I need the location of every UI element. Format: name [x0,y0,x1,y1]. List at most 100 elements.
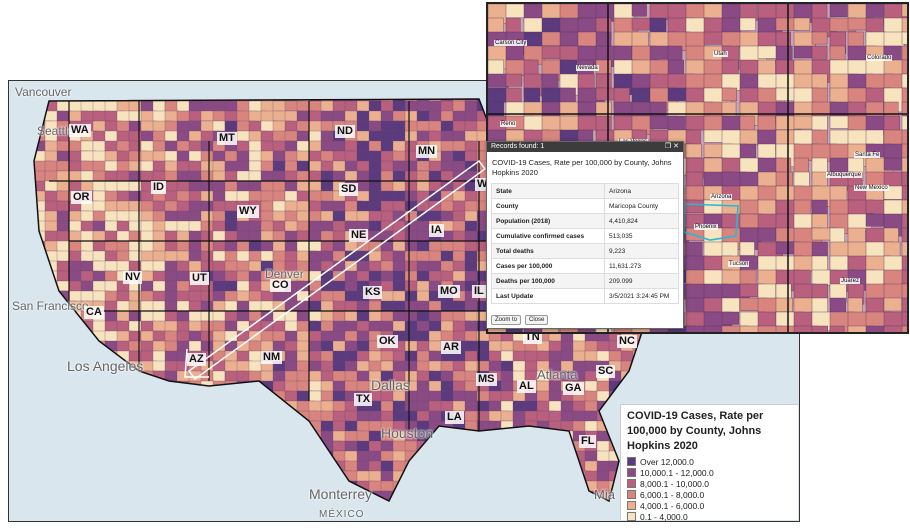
state-label-ne: NE [349,229,369,242]
state-label-co: CO [270,279,291,292]
record-key: Deaths per 100,000 [491,273,605,289]
record-value: 513,035 [604,228,679,244]
zoom-to-button[interactable]: Zoom to [491,315,522,325]
record-key: Population (2018) [491,213,605,229]
inset-label-reno: Reno [500,121,517,127]
map-legend: COVID-19 Cases, Rate per 100,000 by Coun… [620,404,798,522]
city-label-los-angeles: Los Angeles [67,358,144,374]
state-label-ok: OK [377,335,398,348]
popup-header[interactable]: Records found: 1 ❐ ✕ [487,142,683,152]
close-button[interactable]: Close [525,315,549,325]
legend-swatch [627,501,636,510]
state-label-ar: AR [441,341,461,354]
record-table: State Arizona County Maricopa County Populat… [491,183,679,304]
record-key: Cumulative confirmed cases [491,228,605,244]
record-row: State Arizona [491,183,679,199]
record-key: Last Update [491,288,605,304]
maximize-icon[interactable]: ❐ [664,143,672,150]
city-label-atlanta: Atlanta [537,367,578,382]
legend-label: 0.1 - 4,000.0 [640,511,688,522]
record-value: 3/5/2021 3:24:45 PM [604,288,679,304]
popup-title: COVID-19 Cases, Rate per 100,000 by Coun… [492,158,672,177]
city-label-houston: Houston [381,425,434,441]
state-label-al: AL [517,380,536,393]
record-value: 209.099 [604,273,679,289]
inset-label-carson-city: Carson City [494,40,528,46]
legend-swatch [627,457,636,466]
legend-item: Over 12,000.0 [627,456,794,467]
popup-header-label: Records found: 1 [491,143,545,150]
inset-label-santa-fe: Santa Fe [854,152,881,158]
legend-swatch [627,468,636,477]
state-label-ia: IA [429,224,444,237]
state-label-il: IL [472,285,486,298]
legend-label: 6,000.1 - 8,000.0 [640,489,705,500]
record-key: Total deaths [491,243,605,259]
city-label-seattle: Seattle [37,124,75,138]
records-popup[interactable]: Records found: 1 ❐ ✕ COVID-19 Cases, Rat… [486,141,684,329]
record-key: County [491,198,605,214]
state-label-ks: KS [363,286,383,299]
record-row: Last Update 3/5/2021 3:24:45 PM [491,288,679,304]
record-row: County Maricopa County [491,198,679,214]
state-label-nd: ND [335,125,355,138]
record-key: Cases per 100,000 [491,258,605,274]
record-value: 11,631.273 [604,258,679,274]
inset-label-phoenix: Phoenix [694,224,718,230]
legend-item: 4,000.1 - 6,000.0 [627,500,794,511]
legend-title: COVID-19 Cases, Rate per 100,000 by Coun… [627,410,764,452]
record-key: State [491,183,605,199]
inset-label-juarez: Juarez [840,278,861,284]
inset-label-utah: Utah [713,51,728,57]
record-value: 9,223 [604,243,679,259]
state-label-wy: WY [237,205,259,218]
state-label-la: LA [445,411,464,424]
legend-item: 6,000.1 - 8,000.0 [627,489,794,500]
close-icon[interactable]: ✕ [673,143,679,150]
record-value: 4,410,824 [604,213,679,229]
city-label-denver: Denver [265,267,304,281]
record-value: Arizona [604,183,679,199]
legend-label: 4,000.1 - 6,000.0 [640,500,705,511]
city-label-dallas: Dallas [371,377,410,393]
state-label-nc: NC [617,335,637,348]
state-label-or: OR [71,191,92,204]
inset-label-albuquerque: Albuquerque [826,172,863,178]
legend-swatch [627,490,636,499]
legend-swatch [627,479,636,488]
city-label-monterrey: Monterrey [309,486,373,502]
state-label-nv: NV [123,271,143,284]
state-label-ga: GA [563,382,584,395]
legend-label: 8,000.1 - 10,000.0 [640,478,710,489]
record-row: Cumulative confirmed cases 513,035 [491,228,679,244]
state-label-tx: TX [354,393,373,406]
inset-label-colorado: Colorado [866,55,893,61]
state-label-sd: SD [339,183,359,196]
legend-item: 0.1 - 4,000.0 [627,511,794,522]
city-label-miami: Mia [594,487,615,502]
record-value: Maricopa County [604,198,679,214]
inset-label-arizona: Arizona [710,194,733,200]
legend-label: Over 12,000.0 [640,456,694,467]
state-label-wa: WA [69,124,91,137]
legend-label: 10,000.1 - 12,000.0 [640,467,714,478]
legend-item: 10,000.1 - 12,000.0 [627,467,794,478]
state-label-sc: SC [596,365,616,378]
state-label-mn: MN [416,145,438,158]
record-row: Population (2018) 4,410,824 [491,213,679,229]
legend-item: 8,000.1 - 10,000.0 [627,478,794,489]
record-row: Deaths per 100,000 209.099 [491,273,679,289]
country-label-mexico: MÉXICO [319,509,365,520]
legend-swatch [627,512,636,521]
state-label-fl: FL [579,435,597,448]
state-label-tn: TN [523,331,542,344]
record-row: Total deaths 9,223 [491,243,679,259]
record-row: Cases per 100,000 11,631.273 [491,258,679,274]
state-label-ca: CA [84,306,104,319]
inset-label-tucson: Tucson [728,261,750,267]
state-label-ms: MS [476,373,497,386]
state-label-ut: UT [190,272,209,285]
city-label-vancouver: Vancouver [15,85,72,99]
city-label-san-francisco: San Francisco [12,299,89,313]
state-label-mt: MT [217,132,237,145]
